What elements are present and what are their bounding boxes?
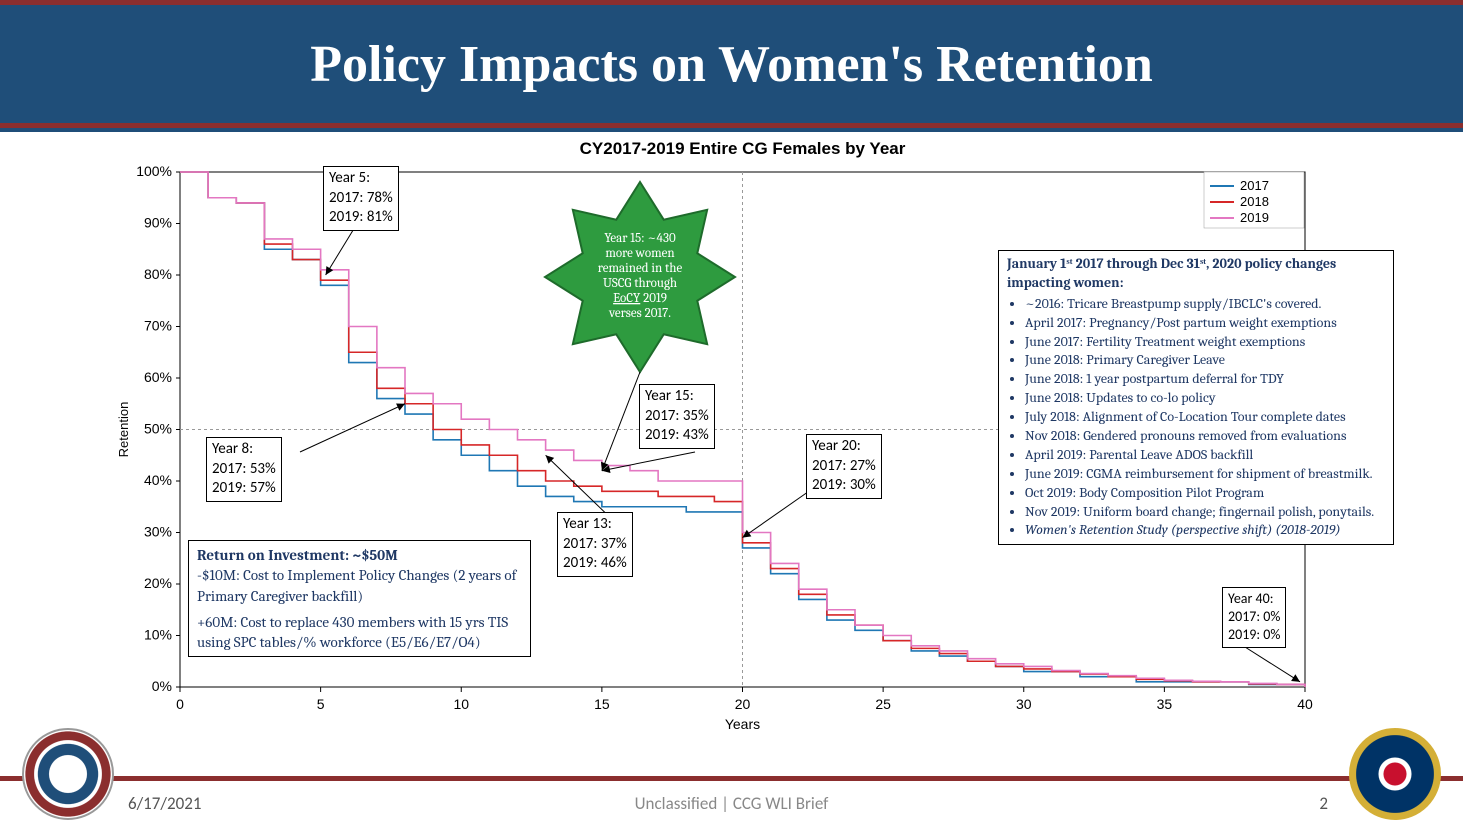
footer: 6/17/2021 Unclassified | CCG WLI Brief 2 (0, 768, 1463, 826)
svg-text:50%: 50% (144, 421, 172, 437)
callout-year8: Year 8:2017: 53%2019: 57% (206, 437, 282, 502)
callout-year13: Year 13:2017: 37%2019: 46% (557, 512, 633, 577)
callout-year20: Year 20:2017: 27%2019: 30% (806, 434, 882, 499)
svg-text:0%: 0% (152, 678, 172, 694)
svg-text:2018: 2018 (1240, 194, 1269, 209)
svg-text:Year 15: ~430: Year 15: ~430 (604, 231, 676, 246)
footer-classification: Unclassified | CCG WLI Brief (0, 793, 1463, 814)
svg-text:2017: 2017 (1240, 178, 1269, 193)
svg-text:25: 25 (875, 696, 891, 712)
callout-year15: Year 15:2017: 35%2019: 43% (639, 384, 715, 449)
svg-text:60%: 60% (144, 369, 172, 385)
svg-text:20%: 20% (144, 575, 172, 591)
svg-text:30: 30 (1016, 696, 1032, 712)
svg-text:35: 35 (1157, 696, 1173, 712)
svg-text:CY2017-2019 Entire CG Females: CY2017-2019 Entire CG Females by Year (580, 139, 906, 158)
svg-text:USCG through: USCG through (603, 276, 677, 291)
svg-text:Retention: Retention (116, 402, 131, 458)
svg-text:40%: 40% (144, 472, 172, 488)
svg-text:EoCY 2019: EoCY 2019 (613, 291, 667, 306)
policy-changes-box: January 1ˢᵗ 2017 through Dec 31ˢᵗ, 2020 … (998, 250, 1394, 545)
svg-text:10%: 10% (144, 627, 172, 643)
svg-text:20: 20 (735, 696, 751, 712)
svg-text:verses 2017.: verses 2017. (608, 306, 671, 321)
roi-box: Return on Investment: ~$50M -$10M: Cost … (188, 540, 531, 657)
svg-text:remained in the: remained in the (598, 261, 683, 276)
title-bar: Policy Impacts on Women's Retention (0, 0, 1463, 128)
svg-text:2019: 2019 (1240, 210, 1269, 225)
svg-text:5: 5 (317, 696, 325, 712)
svg-text:100%: 100% (136, 163, 172, 179)
svg-text:70%: 70% (144, 318, 172, 334)
svg-text:30%: 30% (144, 524, 172, 540)
page-title: Policy Impacts on Women's Retention (310, 35, 1153, 94)
svg-text:80%: 80% (144, 266, 172, 282)
svg-text:Years: Years (725, 716, 760, 732)
footer-page-number: 2 (1319, 793, 1328, 814)
svg-text:15: 15 (594, 696, 610, 712)
svg-text:10: 10 (453, 696, 469, 712)
footer-accent (0, 776, 1463, 781)
svg-text:90%: 90% (144, 215, 172, 231)
callout-year5: Year 5:2017: 78%2019: 81% (323, 166, 399, 231)
svg-text:more women: more women (605, 246, 674, 261)
svg-text:0: 0 (176, 696, 184, 712)
svg-text:40: 40 (1297, 696, 1313, 712)
callout-year40: Year 40:2017: 0%2019: 0% (1222, 587, 1286, 648)
chart-area: CY2017-2019 Entire CG Females by Year 0% 1… (0, 132, 1463, 757)
